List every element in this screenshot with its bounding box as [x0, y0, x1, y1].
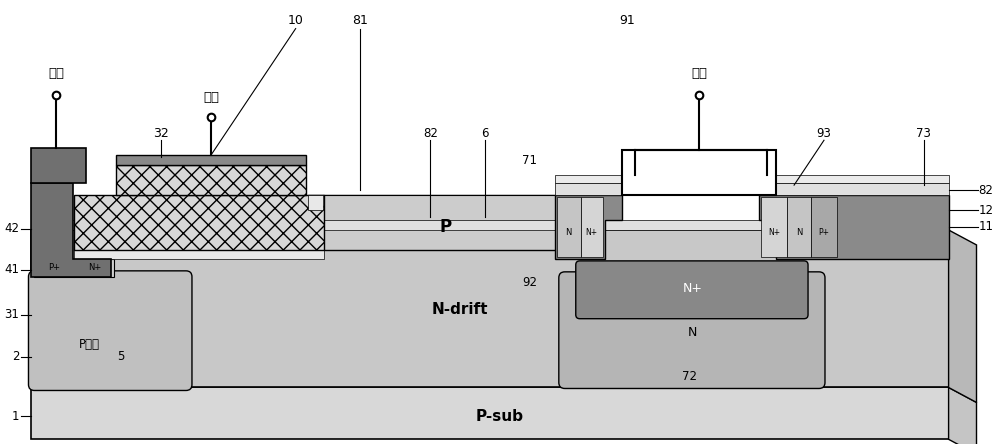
Bar — [787, 197, 811, 257]
Bar — [34, 259, 74, 277]
Polygon shape — [759, 195, 949, 259]
Polygon shape — [555, 195, 622, 259]
FancyBboxPatch shape — [559, 272, 825, 388]
Text: N+: N+ — [586, 228, 598, 238]
Text: P+: P+ — [48, 263, 60, 272]
Bar — [555, 183, 949, 195]
Text: 82: 82 — [423, 127, 438, 140]
Text: N+: N+ — [88, 263, 101, 272]
Text: 93: 93 — [817, 127, 831, 140]
Text: 42: 42 — [5, 222, 20, 235]
FancyBboxPatch shape — [576, 261, 808, 319]
Bar — [31, 220, 949, 230]
Text: 82: 82 — [979, 184, 993, 197]
Text: 11: 11 — [979, 220, 994, 234]
Bar — [557, 197, 581, 257]
Text: 6: 6 — [481, 127, 489, 140]
Text: 92: 92 — [522, 276, 537, 289]
Text: P: P — [439, 218, 451, 236]
Text: P+: P+ — [818, 228, 829, 238]
Text: N+: N+ — [682, 282, 702, 295]
Text: 源极: 源极 — [48, 67, 64, 80]
Text: 2: 2 — [12, 350, 20, 363]
Text: 91: 91 — [620, 14, 635, 27]
FancyBboxPatch shape — [28, 271, 192, 390]
Text: N: N — [688, 326, 697, 339]
Bar — [31, 230, 949, 388]
Bar — [74, 195, 324, 250]
Bar — [74, 259, 114, 277]
Text: N: N — [566, 228, 572, 238]
Polygon shape — [949, 388, 977, 445]
Polygon shape — [31, 183, 111, 277]
Bar — [581, 197, 603, 257]
Polygon shape — [949, 230, 977, 402]
Text: 1: 1 — [12, 410, 20, 423]
Text: 漏极: 漏极 — [691, 67, 707, 80]
Text: 5: 5 — [117, 350, 125, 363]
Text: P阱区: P阱区 — [79, 338, 100, 351]
Bar — [761, 197, 787, 257]
Text: N-drift: N-drift — [432, 302, 488, 317]
Text: P-sub: P-sub — [476, 409, 524, 424]
Text: 32: 32 — [153, 127, 169, 140]
Text: 81: 81 — [352, 14, 368, 27]
Bar — [308, 195, 323, 210]
Bar — [555, 175, 949, 183]
Text: 73: 73 — [916, 127, 931, 140]
Text: 41: 41 — [5, 263, 20, 276]
Bar — [622, 150, 776, 195]
Bar — [74, 250, 324, 259]
Bar — [116, 155, 306, 165]
Bar — [31, 388, 949, 439]
Text: 12: 12 — [979, 203, 994, 217]
Text: 72: 72 — [682, 370, 697, 383]
Text: 31: 31 — [5, 308, 20, 321]
Bar — [116, 165, 306, 195]
Text: N: N — [796, 228, 802, 238]
Text: 栅极: 栅极 — [203, 91, 219, 104]
Bar — [308, 195, 597, 250]
Text: N+: N+ — [768, 228, 780, 238]
Text: 71: 71 — [522, 154, 537, 167]
Bar — [811, 197, 837, 257]
Text: 10: 10 — [288, 14, 304, 27]
Bar — [323, 195, 597, 223]
Bar — [31, 148, 86, 183]
